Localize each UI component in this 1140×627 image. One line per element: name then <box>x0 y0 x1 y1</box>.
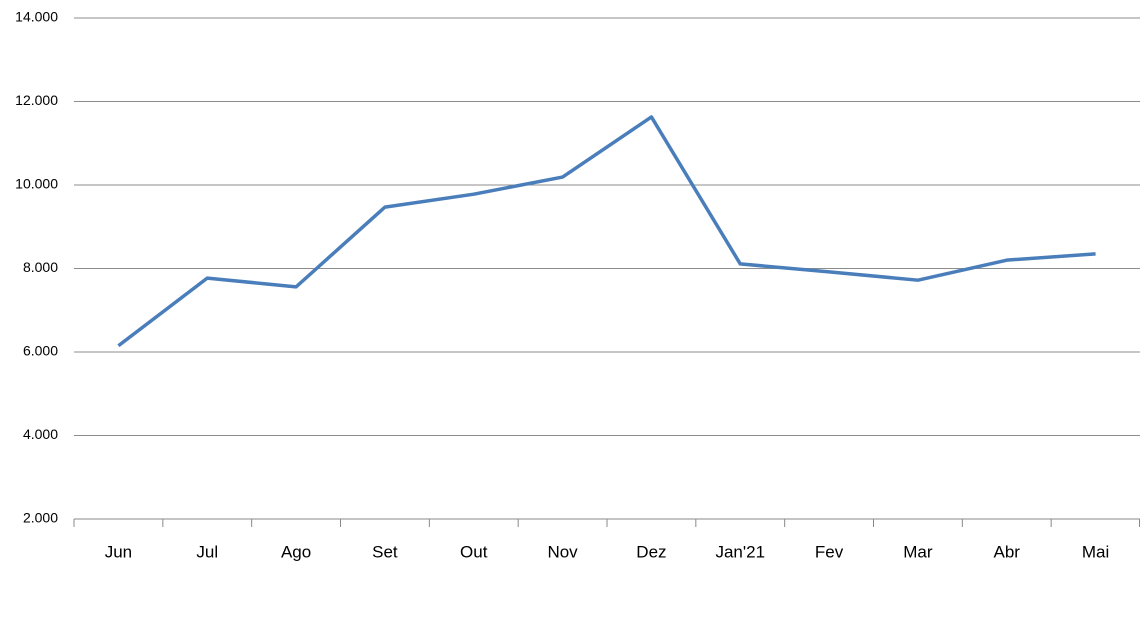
x-tick-label: Mar <box>903 542 933 561</box>
x-tick-label: Dez <box>636 542 666 561</box>
x-tick-label: Jul <box>196 542 218 561</box>
x-tick-label: Ago <box>281 542 311 561</box>
line <box>117 115 1096 348</box>
x-tick-label: Fev <box>815 542 844 561</box>
x-tick-label: Out <box>460 542 488 561</box>
x-tick-label: Mai <box>1082 542 1109 561</box>
x-tick-label: Abr <box>994 542 1021 561</box>
x-tick-label: Jun <box>105 542 132 561</box>
y-tick-label: 6.000 <box>23 343 58 359</box>
y-tick-label: 8.000 <box>23 259 58 275</box>
y-tick-label: 12.000 <box>15 92 58 108</box>
x-tick-label: Jan'21 <box>715 542 765 561</box>
y-tick-label: 4.000 <box>23 426 58 442</box>
y-tick-label: 2.000 <box>23 510 58 526</box>
y-tick-label: 14.000 <box>15 9 58 25</box>
x-tick-label: Nov <box>547 542 578 561</box>
y-tick-label: 10.000 <box>15 176 58 192</box>
x-tick-label: Set <box>372 542 398 561</box>
